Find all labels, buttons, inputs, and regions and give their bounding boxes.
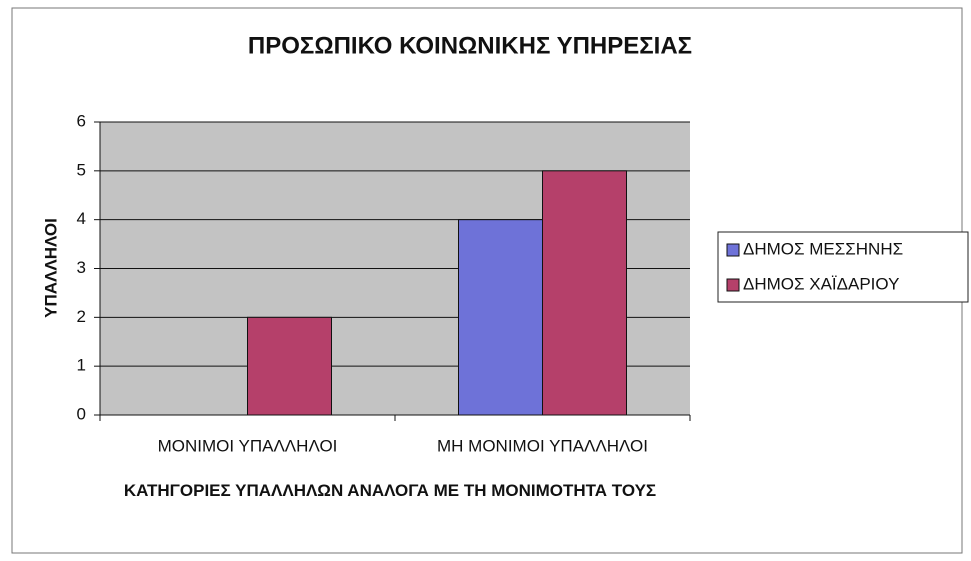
bar	[247, 316, 332, 416]
y-tick-label: 0	[77, 404, 86, 423]
bar	[542, 170, 627, 416]
x-tick-label: ΜΟΝΙΜΟΙ ΥΠΑΛΛΗΛΟΙ	[158, 436, 338, 455]
legend-box	[717, 231, 969, 303]
legend-swatch	[726, 278, 740, 292]
legend-label: ΔΗΜΟΣ ΧΑΪΔΑΡΙΟΥ	[743, 274, 899, 293]
x-axis-title: ΚΑΤΗΓΟΡΙΕΣ ΥΠΑΛΛΗΛΩΝ ΑΝΑΛΟΓΑ ΜΕ ΤΗ ΜΟΝΙΜ…	[123, 481, 657, 500]
y-tick-label: 5	[77, 160, 86, 179]
bar	[458, 219, 543, 416]
chart-title: ΠΡΟΣΩΠΙΚΟ ΚΟΙΝΩΝΙΚΗΣ ΥΠΗΡΕΣΙΑΣ	[248, 32, 692, 59]
legend-swatch	[726, 243, 740, 257]
y-tick-label: 3	[77, 258, 86, 277]
legend-label: ΔΗΜΟΣ ΜΕΣΣΗΝΗΣ	[743, 239, 903, 258]
x-tick-label: ΜΗ ΜΟΝΙΜΟΙ ΥΠΑΛΛΗΛΟΙ	[437, 436, 648, 455]
y-tick-label: 2	[77, 307, 86, 326]
y-tick-label: 6	[77, 111, 86, 130]
y-tick-label: 1	[77, 356, 86, 375]
y-tick-label: 4	[77, 209, 86, 228]
y-axis-title: ΥΠΑΛΛΗΛΟΙ	[41, 218, 60, 318]
